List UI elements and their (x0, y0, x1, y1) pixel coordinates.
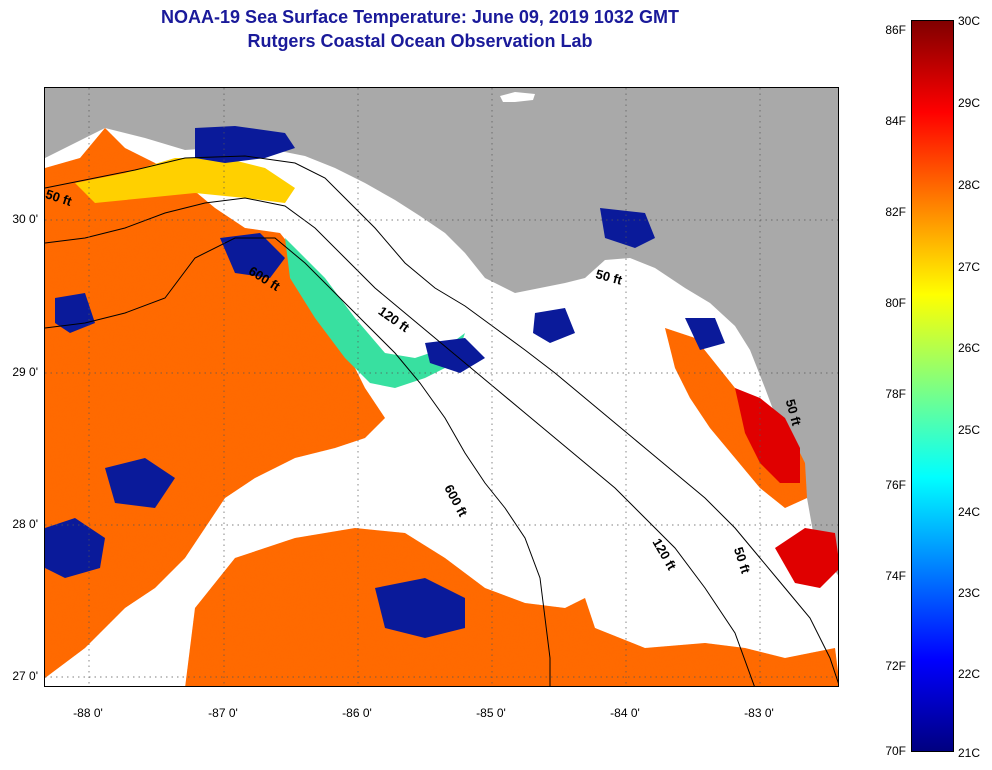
lat-label-29: 29 0' (12, 365, 38, 379)
lon-label-83: -83 0' (744, 706, 774, 720)
colorbar-label-21c: 21C (958, 746, 981, 760)
sst-cold-patch (685, 318, 725, 350)
contour-120ft (45, 197, 755, 686)
sst-cold-patch (600, 208, 655, 248)
map-subtitle: Rutgers Coastal Ocean Observation Lab (247, 31, 593, 51)
colorbar-label-84f: 84F (885, 114, 906, 128)
sst-mild-band (75, 158, 295, 203)
sst-cold-patch (533, 308, 575, 343)
sst-cold-patch (220, 233, 285, 278)
lat-label-27: 27 0' (12, 669, 38, 683)
contour-50ft (45, 155, 838, 684)
graticule (45, 88, 838, 686)
colorbar-label-25c: 25C (958, 423, 981, 437)
colorbar-label-26c: 26C (958, 341, 981, 355)
colorbar-label-29c: 29C (958, 96, 981, 110)
colorbar-label-22c: 22C (958, 667, 981, 681)
lat-label-30: 30 0' (12, 212, 38, 226)
lake-patch (500, 92, 535, 102)
colorbar-label-23c: 23C (958, 586, 981, 600)
sst-map (44, 87, 839, 687)
colorbar-label-72f: 72F (885, 659, 906, 673)
lon-label-84: -84 0' (610, 706, 640, 720)
sst-cold-patch (425, 338, 485, 373)
colorbar-label-24c: 24C (958, 505, 981, 519)
colorbar-label-28c: 28C (958, 178, 981, 192)
contour-600ft (45, 237, 551, 686)
temperature-colorbar (911, 20, 954, 752)
sst-cool-rim (285, 238, 465, 388)
sst-cold-patch (45, 518, 105, 578)
sst-hot-spot (775, 528, 838, 588)
colorbar-label-80f: 80F (885, 296, 906, 310)
colorbar-label-82f: 82F (885, 205, 906, 219)
lon-label-88: -88 0' (73, 706, 103, 720)
land-mass (45, 88, 838, 576)
colorbar-label-78f: 78F (885, 387, 906, 401)
sst-cold-patch (105, 458, 175, 508)
lon-label-85: -85 0' (476, 706, 506, 720)
colorbar-label-86f: 86F (885, 23, 906, 37)
lat-label-28: 28 0' (12, 517, 38, 531)
map-title: NOAA-19 Sea Surface Temperature: June 09… (161, 7, 679, 27)
sst-cold-patch (195, 126, 295, 163)
colorbar-label-76f: 76F (885, 478, 906, 492)
lon-label-86: -86 0' (342, 706, 372, 720)
sst-warm-water-south (185, 528, 838, 686)
colorbar-label-70f: 70F (885, 744, 906, 758)
colorbar-label-27c: 27C (958, 260, 981, 274)
colorbar-label-74f: 74F (885, 569, 906, 583)
sst-map-canvas (45, 88, 838, 686)
colorbar-label-30c: 30C (958, 14, 981, 28)
lon-label-87: -87 0' (208, 706, 238, 720)
sst-hot-spot (735, 388, 800, 483)
sst-cold-patch (375, 578, 465, 638)
